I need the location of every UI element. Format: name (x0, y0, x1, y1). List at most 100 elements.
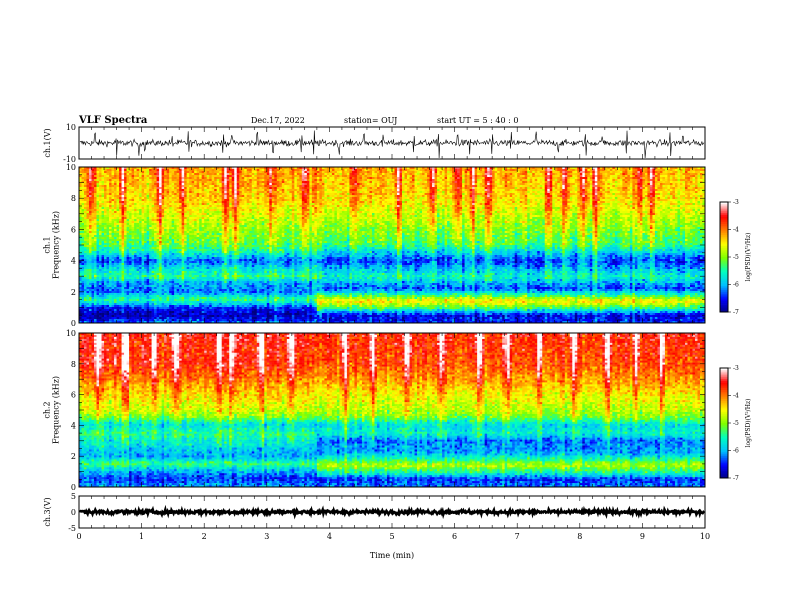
ch1-spectrogram-colorbar-segment (720, 237, 728, 239)
ch1-spectrogram-colorbar-segment (720, 296, 728, 298)
time-tick-label: 1 (139, 532, 144, 541)
date-label: Dec.17, 2022 (251, 116, 305, 125)
ch1-spectrogram-colorbar-segment (720, 244, 728, 246)
ch1-spectrogram-colorbar-tick-label: -3 (733, 199, 739, 206)
ch2-spectrogram-colorbar-segment (720, 381, 728, 383)
ch2-spectrogram-colorbar-segment (720, 434, 728, 436)
ch2-spectrogram-colorbar-segment (720, 419, 728, 421)
station-label: station= OUJ (344, 116, 397, 125)
ch2-spectrogram-colorbar-segment (720, 390, 728, 392)
time-tick-label: 4 (327, 532, 332, 541)
ch2-spectrogram-colorbar-segment (720, 429, 728, 431)
ch1-spectrogram-colorbar-segment (720, 209, 728, 211)
ch1-waveform-ylabel-line: ch.1(V) (43, 128, 52, 157)
ch3-waveform-ytick-label: 5 (71, 492, 76, 501)
ch2-spectrogram-colorbar-segment (720, 432, 728, 434)
ch1-spectrogram-colorbar-segment (720, 217, 728, 219)
ch1-spectrogram-colorbar-segment (720, 250, 728, 252)
ch1-spectrogram-colorbar-segment (720, 275, 728, 277)
ch2-spectrogram-colorbar-segment (720, 408, 728, 410)
ch2-spectrogram-colorbar-segment (720, 438, 728, 440)
ch2-spectrogram-colorbar-segment (720, 412, 728, 414)
ch2-spectrogram-colorbar-segment (720, 473, 728, 475)
ch1-spectrogram-colorbar-tick-label: -4 (733, 227, 739, 234)
ch1-spectrogram-colorbar-segment (720, 264, 728, 266)
ch2-spectrogram-colorbar-segment (720, 396, 728, 398)
ch1-spectrogram-colorbar-segment (720, 226, 728, 228)
ch1-spectrogram-colorbar-segment (720, 231, 728, 233)
time-tick-label: 10 (700, 532, 710, 541)
ch2-spectrogram-colorbar-segment (720, 418, 728, 420)
ch2-spectrogram-colorbar-segment (720, 385, 728, 387)
ch2-spectrogram-colorbar-segment (720, 374, 728, 376)
ch2-spectrogram-colorbar-segment (720, 388, 728, 390)
ch2-spectrogram-ytick-label: 6 (71, 391, 76, 400)
ch3-waveform-ylabel-line: ch.3(V) (43, 497, 52, 526)
ch2-spectrogram-colorbar-segment (720, 421, 728, 423)
ch1-spectrogram-colorbar-segment (720, 215, 728, 217)
ch2-spectrogram-ytick-label: 10 (66, 329, 76, 338)
ch1-spectrogram-colorbar-segment (720, 208, 728, 210)
ch1-spectrogram-colorbar-segment (720, 290, 728, 292)
ch3-waveform-trace (80, 509, 704, 514)
ch1-spectrogram-colorbar-segment (720, 213, 728, 215)
ch1-spectrogram-colorbar-segment (720, 255, 728, 257)
ch1-spectrogram-colorbar-tick-label: -6 (733, 282, 739, 289)
ch1-spectrogram-ytick-label: 0 (71, 319, 76, 328)
ch1-spectrogram-colorbar-segment (720, 219, 728, 221)
ch2-spectrogram-colorbar-segment (720, 469, 728, 471)
ch2-spectrogram-ytick-label: 0 (71, 483, 76, 492)
ch2-spectrogram-colorbar-segment (720, 392, 728, 394)
ch2-spectrogram-colorbar-segment (720, 386, 728, 388)
ch1-spectrogram-colorbar-segment (720, 224, 728, 226)
ch1-spectrogram-colorbar-segment (720, 242, 728, 244)
ch2-spectrogram-colorbar-segment (720, 410, 728, 412)
ch1-spectrogram-colorbar-segment (720, 268, 728, 270)
ch1-spectrogram-ytick-label: 4 (71, 257, 76, 266)
ch2-spectrogram-colorbar-segment (720, 407, 728, 409)
ch2-spectrogram-colorbar-segment (720, 449, 728, 451)
ch2-spectrogram-colorbar-segment (720, 456, 728, 458)
ch1-spectrogram-colorbar-segment (720, 288, 728, 290)
ch2-spectrogram-colorbar-tick-label: -5 (733, 420, 739, 427)
ch2-spectrogram-colorbar-segment (720, 454, 728, 456)
ch2-spectrogram-ytick-label: 2 (71, 452, 76, 461)
ch1-spectrogram-colorbar-segment (720, 257, 728, 259)
ch2-spectrogram-ylabel: ch.2Frequency (kHz) (43, 376, 61, 444)
ch3-waveform-ytick-label: -5 (68, 524, 76, 533)
ch1-spectrogram-colorbar-segment (720, 286, 728, 288)
ch1-spectrogram-colorbar-segment (720, 307, 728, 309)
ch1-spectrogram-colorbar-segment (720, 292, 728, 294)
ch2-spectrogram-colorbar-segment (720, 375, 728, 377)
ch2-spectrogram-colorbar-segment (720, 441, 728, 443)
ch2-spectrogram-colorbar-segment (720, 430, 728, 432)
figure-title: VLF Spectra (78, 115, 148, 126)
time-tick-label: 0 (76, 532, 81, 541)
ch2-spectrogram-colorbar-segment (720, 452, 728, 454)
ch1-spectrogram-ylabel-line: ch.1 (43, 236, 52, 253)
ch2-spectrogram-colorbar-segment (720, 397, 728, 399)
ch2-spectrogram-colorbar-segment (720, 467, 728, 469)
ch1-spectrogram-colorbar-segment (720, 248, 728, 250)
ch1-spectrogram-colorbar-segment (720, 301, 728, 303)
ch3-waveform-ylabel: ch.3(V) (43, 497, 52, 526)
ch1-spectrogram-colorbar-segment (720, 220, 728, 222)
ch2-spectrogram-colorbar-segment (720, 465, 728, 467)
ch1-spectrogram-colorbar-segment (720, 303, 728, 305)
ch2-spectrogram-colorbar-segment (720, 370, 728, 372)
ch1-spectrogram-colorbar-segment (720, 283, 728, 285)
ch3-waveform-ytick-label: 0 (71, 508, 76, 517)
ch2-spectrogram-colorbar-segment (720, 405, 728, 407)
ch2-spectrogram-colorbar-segment (720, 427, 728, 429)
ch1-spectrogram-ylabel-line: Frequency (kHz) (52, 211, 61, 279)
ch1-spectrogram-ytick-label: 10 (66, 163, 76, 172)
ch2-spectrogram-colorbar-segment (720, 458, 728, 460)
ch1-spectrogram-colorbar-segment (720, 252, 728, 254)
ch2-spectrogram-colorbar-segment (720, 394, 728, 396)
ch2-spectrogram-colorbar-segment (720, 372, 728, 374)
ch2-spectrogram-colorbar-segment (720, 436, 728, 438)
